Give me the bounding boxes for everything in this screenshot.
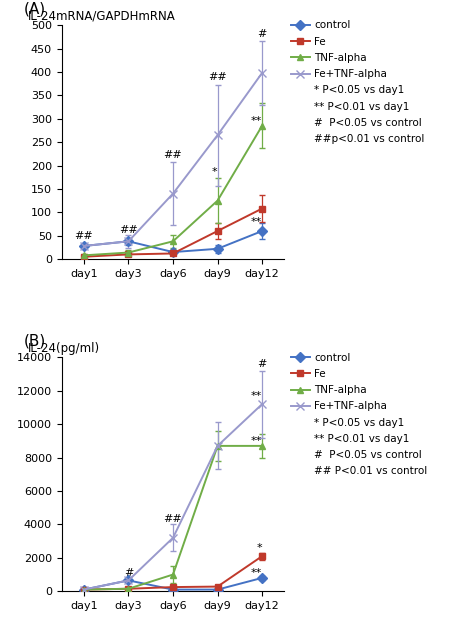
Text: #: # [257,359,267,369]
Legend: control, Fe, TNF-alpha, Fe+TNF-alpha, * P<0.05 vs day1, ** P<0.01 vs day1, #  P<: control, Fe, TNF-alpha, Fe+TNF-alpha, * … [291,353,427,476]
Legend: control, Fe, TNF-alpha, Fe+TNF-alpha, * P<0.05 vs day1, ** P<0.01 vs day1, #  P<: control, Fe, TNF-alpha, Fe+TNF-alpha, * … [291,21,424,144]
Text: #: # [124,567,133,577]
Text: ##: ## [208,72,227,82]
Text: (B): (B) [24,334,46,349]
Text: **: ** [251,391,262,401]
Text: *: * [212,167,218,177]
Text: ##: ## [164,150,182,160]
Text: IL-24(pg/ml): IL-24(pg/ml) [28,342,100,355]
Text: ##: ## [119,225,138,235]
Text: **: ** [251,116,262,126]
Text: ##: ## [74,231,93,242]
Text: *: * [256,543,262,553]
Text: IL-24mRNA/GAPDHmRNA: IL-24mRNA/GAPDHmRNA [28,10,176,23]
Text: (A): (A) [24,2,46,17]
Text: **: ** [251,217,262,227]
Text: **: ** [251,436,262,446]
Text: #: # [257,29,267,39]
Text: ##: ## [164,514,182,523]
Text: **: ** [251,568,262,578]
